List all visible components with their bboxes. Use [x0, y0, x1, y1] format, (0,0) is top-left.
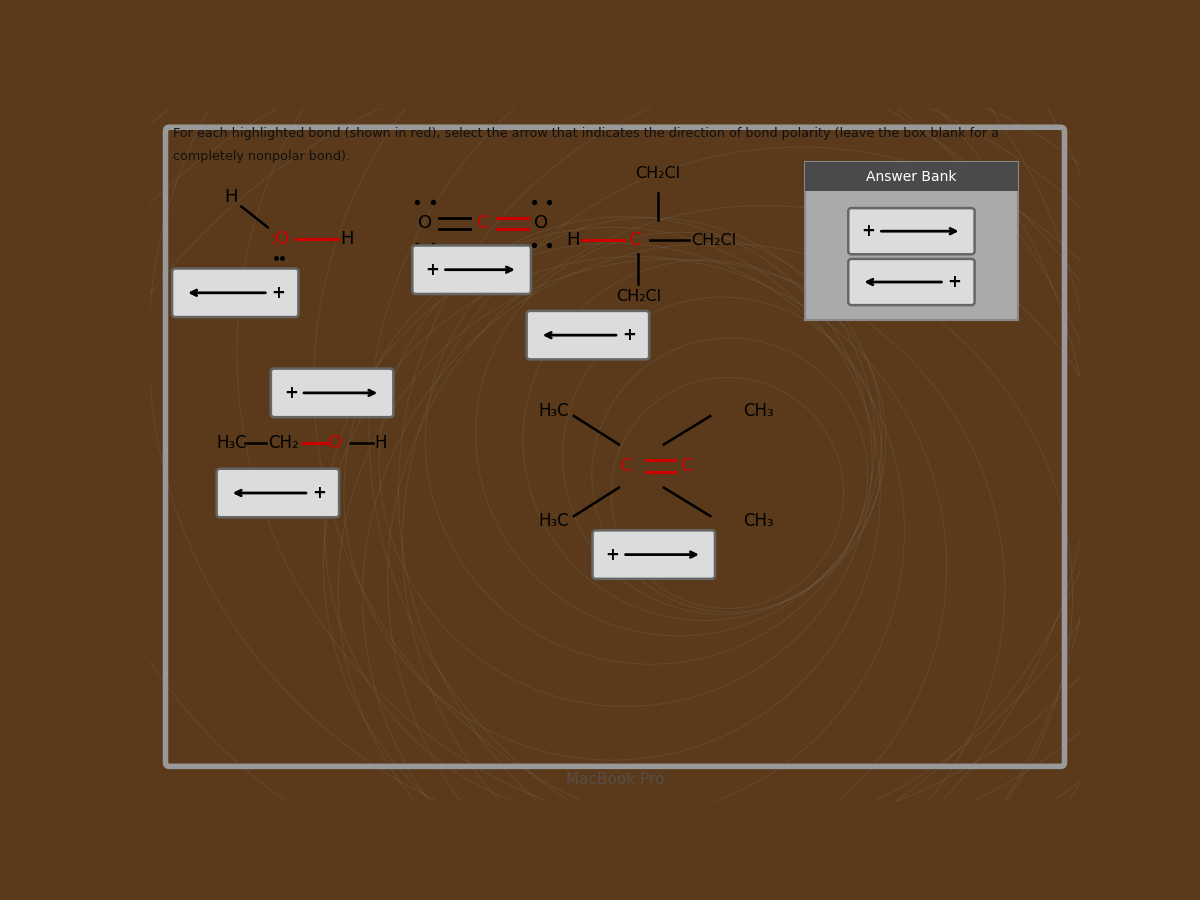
Text: MacBook Pro: MacBook Pro [566, 772, 664, 787]
Text: C: C [680, 457, 694, 475]
Text: CH₂Cl: CH₂Cl [691, 233, 736, 248]
Text: For each highlighted bond (shown in red), select the arrow that indicates the di: For each highlighted bond (shown in red)… [173, 127, 1000, 140]
FancyBboxPatch shape [527, 310, 649, 359]
Text: C: C [629, 231, 642, 249]
Text: +: + [426, 261, 439, 279]
Text: CH₂: CH₂ [268, 434, 299, 452]
Text: O: O [534, 214, 548, 232]
Text: completely nonpolar bond).: completely nonpolar bond). [173, 150, 350, 164]
FancyBboxPatch shape [805, 162, 1018, 320]
Text: +: + [312, 484, 326, 502]
Text: H₃C: H₃C [538, 512, 569, 530]
Text: CH₂Cl: CH₂Cl [635, 166, 680, 181]
Text: H₃C: H₃C [216, 434, 246, 452]
FancyBboxPatch shape [217, 469, 340, 518]
Text: +: + [271, 284, 286, 302]
FancyBboxPatch shape [413, 246, 530, 294]
Text: +: + [284, 384, 298, 402]
Text: C: C [620, 457, 632, 475]
FancyBboxPatch shape [848, 259, 974, 305]
Text: +: + [862, 222, 875, 240]
FancyBboxPatch shape [848, 208, 974, 255]
Text: Answer Bank: Answer Bank [866, 169, 956, 184]
Text: O: O [329, 434, 342, 452]
FancyBboxPatch shape [271, 369, 394, 418]
Text: H: H [341, 230, 354, 248]
Text: CH₃: CH₃ [743, 512, 774, 530]
Text: CH₃: CH₃ [743, 401, 774, 419]
Text: CH₂Cl: CH₂Cl [616, 289, 661, 304]
Text: H: H [224, 187, 238, 205]
FancyBboxPatch shape [172, 268, 299, 317]
FancyBboxPatch shape [593, 530, 715, 579]
Text: C: C [478, 214, 490, 232]
Text: +: + [948, 273, 961, 291]
Text: H₃C: H₃C [538, 401, 569, 419]
Text: +: + [622, 326, 636, 344]
Text: H: H [374, 434, 388, 452]
Text: :O: :O [270, 230, 290, 248]
Text: O: O [418, 214, 432, 232]
FancyBboxPatch shape [805, 162, 1018, 191]
Text: H: H [566, 231, 580, 249]
Text: +: + [606, 545, 619, 563]
